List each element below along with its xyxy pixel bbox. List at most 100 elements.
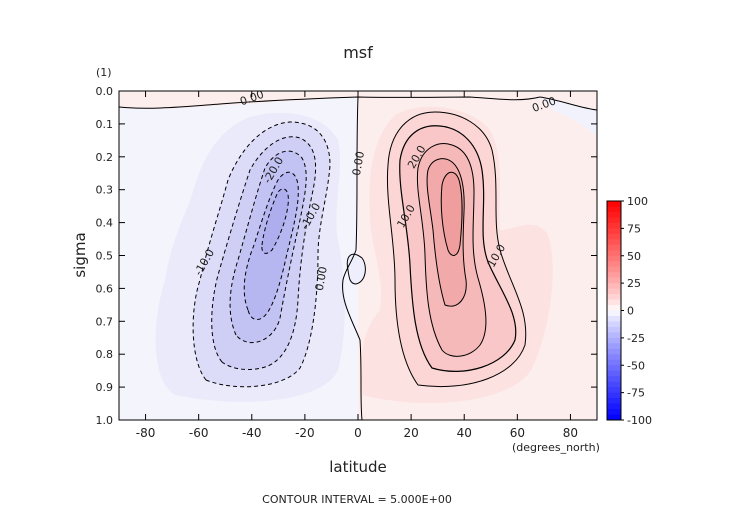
colorbar-tick-label: 50 bbox=[627, 250, 641, 263]
colorbar-segment bbox=[607, 272, 621, 279]
colorbar-segment bbox=[607, 398, 621, 405]
colorbar-tick-label: 0 bbox=[627, 305, 634, 318]
contour-label: 0.00 bbox=[350, 150, 367, 176]
colorbar: 100 75 50 25 0 -25 -50 -75 -100 bbox=[606, 195, 652, 427]
contour-lines bbox=[119, 96, 597, 420]
contour-fields: 0.00 0.000.000.00-10.0-20.0-10.020.010.01… bbox=[119, 91, 597, 420]
colorbar-segment bbox=[607, 310, 621, 317]
colorbar-segment bbox=[607, 222, 621, 229]
colorbar-segment bbox=[607, 348, 621, 355]
x-tick-label: -20 bbox=[295, 426, 315, 440]
x-tick-label: 20 bbox=[403, 426, 418, 440]
x-axis-units: (degrees_north) bbox=[512, 441, 600, 454]
colorbar-tick-label: -75 bbox=[627, 387, 645, 400]
x-tick-label: 40 bbox=[457, 426, 472, 440]
y-tick-label: 0.3 bbox=[96, 184, 114, 197]
colorbar-segment bbox=[607, 277, 621, 284]
colorbar-segment bbox=[607, 201, 621, 207]
y-tick-label: 0.4 bbox=[96, 217, 114, 230]
colorbar-tick-label: -100 bbox=[627, 414, 652, 427]
colorbar-segment bbox=[607, 266, 621, 273]
colorbar-segment bbox=[607, 305, 621, 311]
y-tick-label: 0.2 bbox=[96, 151, 114, 164]
colorbar-segment bbox=[607, 376, 621, 383]
y-tick-label: 0.9 bbox=[96, 381, 114, 394]
colorbar-segment bbox=[607, 228, 621, 235]
colorbar-segment bbox=[607, 343, 621, 350]
colorbar-segment bbox=[607, 299, 621, 306]
colorbar-segment bbox=[607, 326, 621, 333]
colorbar-segment bbox=[607, 321, 621, 328]
x-tick-label: -60 bbox=[189, 426, 209, 440]
zero-line-top-right bbox=[539, 96, 597, 111]
zero-line-equatorial-loop bbox=[346, 253, 366, 285]
contour-label: 0.00 bbox=[313, 265, 330, 291]
colorbar-segment bbox=[607, 250, 621, 257]
pos-line-15 bbox=[416, 143, 487, 357]
colorbar-tick-label: -50 bbox=[627, 359, 645, 372]
neg-line-20 bbox=[243, 171, 299, 321]
colorbar-segment bbox=[607, 244, 621, 251]
colorbar-segment bbox=[607, 381, 621, 388]
x-axis-label: latitude bbox=[329, 458, 387, 476]
y-tick-label: 0.0 bbox=[96, 85, 114, 98]
colorbar-segment bbox=[607, 283, 621, 290]
y-axis-label: sigma bbox=[71, 232, 89, 277]
colorbar-segment bbox=[607, 414, 621, 421]
pos-line-20 bbox=[426, 158, 467, 307]
colorbar-tick-label: -25 bbox=[627, 332, 645, 345]
colorbar-segment bbox=[607, 337, 621, 344]
y-tick-label: 1.0 bbox=[96, 414, 114, 427]
neg-line-10 bbox=[211, 136, 317, 370]
contour-interval: CONTOUR INTERVAL = 5.000E+00 bbox=[262, 493, 452, 506]
equatorial-negative bbox=[347, 254, 366, 284]
colorbar-segment bbox=[607, 409, 621, 416]
variable-units: (1) bbox=[96, 66, 112, 79]
zero-line-equator bbox=[342, 96, 363, 420]
pos-line-5 bbox=[386, 111, 527, 388]
colorbar-segment bbox=[607, 370, 621, 377]
colorbar-segment bbox=[607, 359, 621, 366]
colorbar-segment bbox=[607, 288, 621, 295]
colorbar-segment bbox=[607, 392, 621, 399]
colorbar-segment bbox=[607, 332, 621, 339]
colorbar-segment bbox=[607, 217, 621, 224]
colorbar-segment bbox=[607, 315, 621, 322]
colorbar-segment bbox=[607, 206, 621, 213]
x-tick-label: -40 bbox=[242, 426, 262, 440]
y-tick-label: 0.6 bbox=[96, 282, 114, 295]
pos-line-25 bbox=[440, 171, 463, 256]
x-tick-label: 0 bbox=[354, 426, 362, 440]
y-tick-label: 0.1 bbox=[96, 118, 114, 131]
neg-line-15 bbox=[229, 150, 307, 344]
neg-cell-25 bbox=[261, 188, 289, 254]
chart-title: msf bbox=[343, 43, 373, 62]
x-tick-label: 60 bbox=[510, 426, 525, 440]
y-tick-label: 0.7 bbox=[96, 315, 114, 328]
colorbar-segment bbox=[607, 354, 621, 361]
colorbar-segment bbox=[607, 403, 621, 410]
neg-line-5 bbox=[192, 121, 331, 388]
colorbar-segment bbox=[607, 255, 621, 262]
x-tick-label: 80 bbox=[563, 426, 578, 440]
colorbar-segment bbox=[607, 294, 621, 301]
zero-line-top bbox=[119, 96, 541, 109]
colorbar-tick-label: 100 bbox=[627, 195, 648, 208]
pos-line-10 bbox=[399, 125, 517, 372]
x-tick-label: -80 bbox=[136, 426, 156, 440]
y-axis: 0.0 0.1 0.2 0.3 0.4 0.5 0.6 0.7 0.8 0.9 1.0 bbox=[96, 85, 597, 427]
colorbar-segment bbox=[607, 239, 621, 246]
top-positive-strip bbox=[119, 91, 597, 109]
colorbar-segment bbox=[607, 387, 621, 394]
y-tick-label: 0.5 bbox=[96, 250, 114, 263]
x-axis: -80 -60 -40 -20 0 20 40 60 80 bbox=[136, 91, 578, 440]
y-tick-label: 0.8 bbox=[96, 348, 114, 361]
colorbar-segment bbox=[607, 261, 621, 268]
neg-line-25 bbox=[261, 188, 289, 254]
colorbar-tick-label: 75 bbox=[627, 222, 641, 235]
pos-cell-25 bbox=[441, 172, 463, 256]
colorbar-segment bbox=[607, 233, 621, 240]
colorbar-segment bbox=[607, 211, 621, 218]
colorbar-tick-label: 25 bbox=[627, 277, 641, 290]
